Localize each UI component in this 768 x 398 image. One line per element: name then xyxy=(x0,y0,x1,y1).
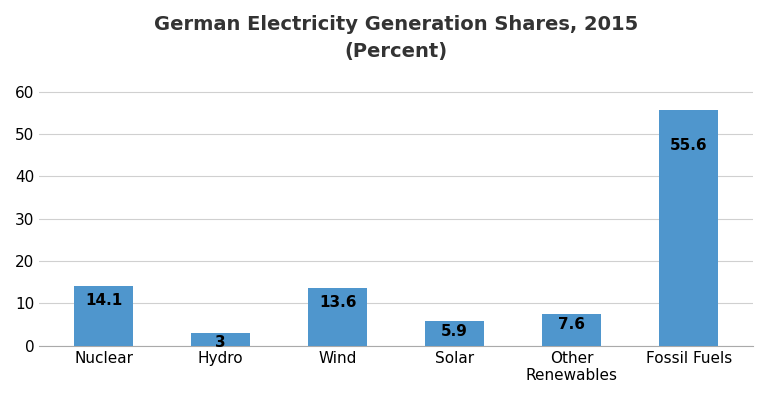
Bar xyxy=(309,288,367,346)
Bar xyxy=(191,333,250,346)
Text: 55.6: 55.6 xyxy=(670,139,707,154)
Text: 7.6: 7.6 xyxy=(558,318,585,332)
Text: 3: 3 xyxy=(215,335,226,349)
Bar xyxy=(542,314,601,346)
Bar xyxy=(660,110,718,346)
Bar xyxy=(425,321,484,346)
Text: 13.6: 13.6 xyxy=(319,295,356,310)
Text: 14.1: 14.1 xyxy=(85,293,122,308)
Text: 5.9: 5.9 xyxy=(441,324,468,339)
Title: German Electricity Generation Shares, 2015
(Percent): German Electricity Generation Shares, 20… xyxy=(154,15,638,60)
Bar xyxy=(74,286,133,346)
